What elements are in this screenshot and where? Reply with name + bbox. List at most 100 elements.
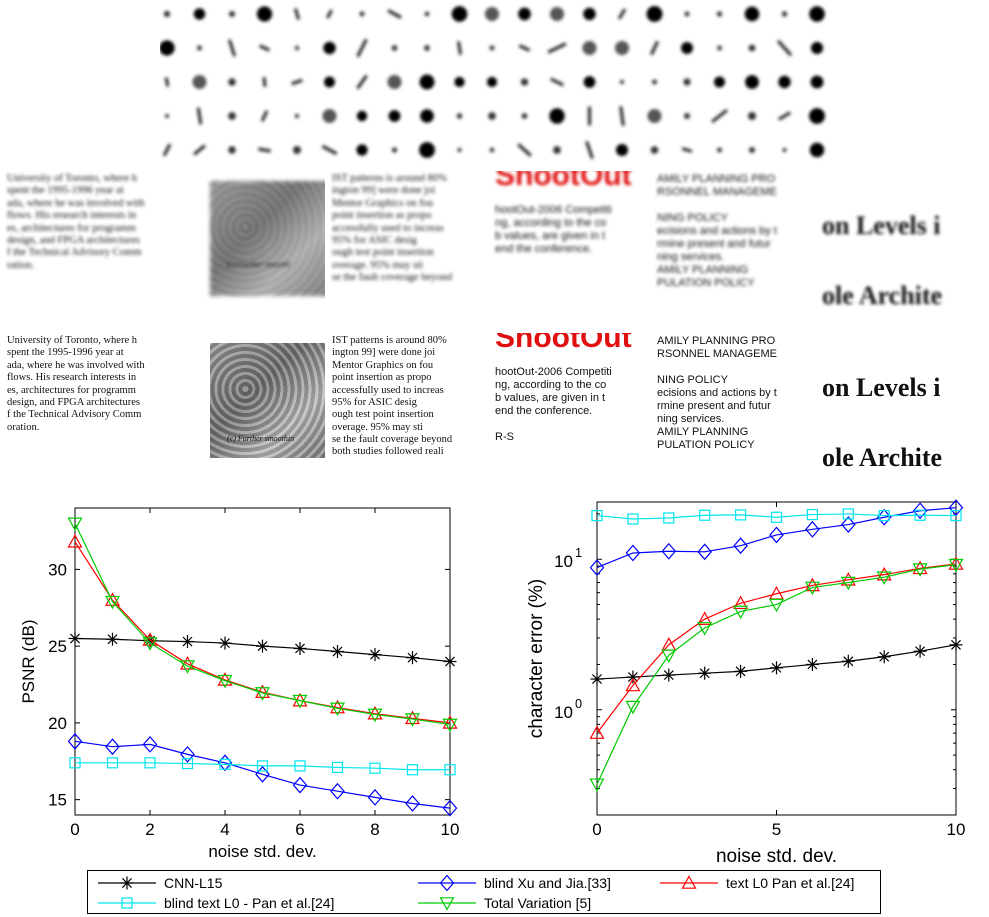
kernel-streak [196, 107, 203, 125]
data-point [590, 672, 604, 686]
kernel-streak [193, 144, 206, 156]
data-point [948, 556, 964, 570]
crop-text-line [167, 422, 294, 434]
crop-text: IST patterns is around 80% ington 99] wer… [332, 335, 452, 459]
crop-text: University of Toronto, where h spent the … [7, 335, 145, 434]
crop-text-line: AMILY PLANNING PRO [657, 335, 776, 347]
data-point [804, 577, 820, 592]
crop-text-line: es, architectures for programm [7, 384, 136, 396]
kernel-blob [684, 11, 690, 17]
legend-label: blind Xu and Jia.[33] [484, 875, 611, 891]
series-diamond [589, 499, 964, 577]
series-star [590, 638, 963, 686]
kernel-blob [228, 112, 236, 120]
kernel-streak [619, 106, 625, 126]
data-point [331, 645, 344, 659]
kernel-blob [424, 45, 430, 51]
kernel-blob [489, 147, 495, 153]
crop-text-line: NING POLICY [657, 373, 728, 386]
text-crop-sharp: IST patterns is around 80% ington 99] wer… [330, 333, 490, 483]
kernel-blob [716, 147, 723, 153]
text-crop-sharp: on Levels i ole Archite [820, 333, 989, 483]
crop-text-line: (c) Further smoothi [227, 259, 291, 269]
data-point [218, 636, 232, 650]
crop-text-line: (c) Further smoothin [227, 434, 295, 443]
kernel-blob [486, 76, 498, 88]
plot-area [74, 507, 451, 816]
legend-item-blind-xu-jia: blind Xu and Jia.[33] [416, 873, 611, 893]
kernel-blob [324, 76, 335, 88]
kernel-blob [256, 6, 273, 22]
crop-text-line: design, and FPGA architectures [7, 234, 140, 246]
data-point [179, 660, 196, 674]
kernel-blob [717, 45, 722, 51]
crop-text-line: ington 99] were done joi [332, 347, 436, 359]
kernel-blob [646, 6, 663, 22]
crop-text-line [167, 385, 294, 397]
kernel-streak [162, 143, 172, 157]
crop-text: IST patterns is around 80% ington 99] wer… [332, 173, 452, 284]
kernel-blob [716, 11, 723, 17]
crop-text-line: accessfully used to increas [332, 222, 444, 234]
kernel-blob [647, 109, 662, 123]
crop-text-line [495, 191, 632, 204]
crop-text-line: University of Toronto, where h [7, 335, 138, 346]
kernel-blob [164, 113, 170, 119]
kernel-blob [193, 8, 206, 20]
crop-text-line: se the fault coverage beyond [332, 434, 453, 445]
psnr-chart: 0 2 4 6 8 10 15 20 25 30 noise std. dev. PSNR (dB) [19, 507, 459, 861]
crop-text-line [167, 210, 290, 222]
text-crop-blurred: AMILY PLANNING PRO RSONNEL MANAGEME NING … [655, 171, 815, 321]
data-point [104, 595, 121, 610]
kernel-blob [550, 7, 564, 21]
x-axis-label: noise std. dev. [208, 842, 316, 861]
kernel-streak [517, 143, 532, 157]
kernel-streak [550, 77, 564, 87]
kernel-blob [387, 75, 402, 89]
data-point [591, 509, 603, 522]
data-point [179, 656, 196, 670]
y-tick-label: 10 [554, 552, 573, 571]
kernel-blob [485, 7, 499, 21]
data-point [878, 509, 890, 522]
y-tick-label: 25 [48, 637, 67, 656]
data-point [68, 631, 82, 645]
y-axis-label: PSNR (dB) [19, 619, 38, 703]
data-point [104, 592, 121, 606]
data-point [913, 644, 927, 658]
kernel-blob [388, 110, 401, 122]
y-tick-label: 30 [48, 560, 67, 579]
crop-text-line: point insertion as propo [332, 210, 432, 222]
data-point [254, 687, 271, 701]
crop-text-line [167, 198, 290, 210]
series-square [591, 508, 962, 525]
data-point [589, 559, 605, 577]
kernel-blob [488, 112, 496, 120]
series-triangle-up [67, 534, 458, 729]
series-square [69, 757, 456, 776]
kernel-blob [714, 76, 725, 88]
kernel-streak [356, 74, 368, 90]
crop-text-line: NING POLICY [657, 211, 728, 224]
kernel-streak [260, 110, 269, 122]
data-point [442, 718, 458, 733]
kernel-blob [192, 75, 207, 89]
kernel-blob [228, 10, 236, 18]
text-crop-blurred: (c) Further smoothi [165, 171, 325, 321]
kernel-blob [583, 76, 596, 88]
data-point [67, 732, 83, 750]
legend-item-cnn-l15: CNN-L15 [96, 873, 222, 893]
crop-text-line [822, 173, 942, 208]
data-point [627, 513, 639, 525]
data-point [329, 702, 346, 717]
crop-text-line: ough test point insertion [332, 247, 434, 259]
data-point [69, 757, 81, 769]
crop-text-line: design, and FPGA architectures [7, 396, 140, 408]
kernel-blob [518, 7, 531, 21]
legend-marker-square [98, 897, 156, 909]
crop-text-line: RSONNEL MANAGEME [657, 347, 778, 360]
crop-text-line: rmine present and futur [657, 237, 771, 250]
crop-text-line: es, architectures for programm [7, 222, 136, 234]
text-crop-strips: University of Toronto, where h spent the … [0, 165, 989, 485]
